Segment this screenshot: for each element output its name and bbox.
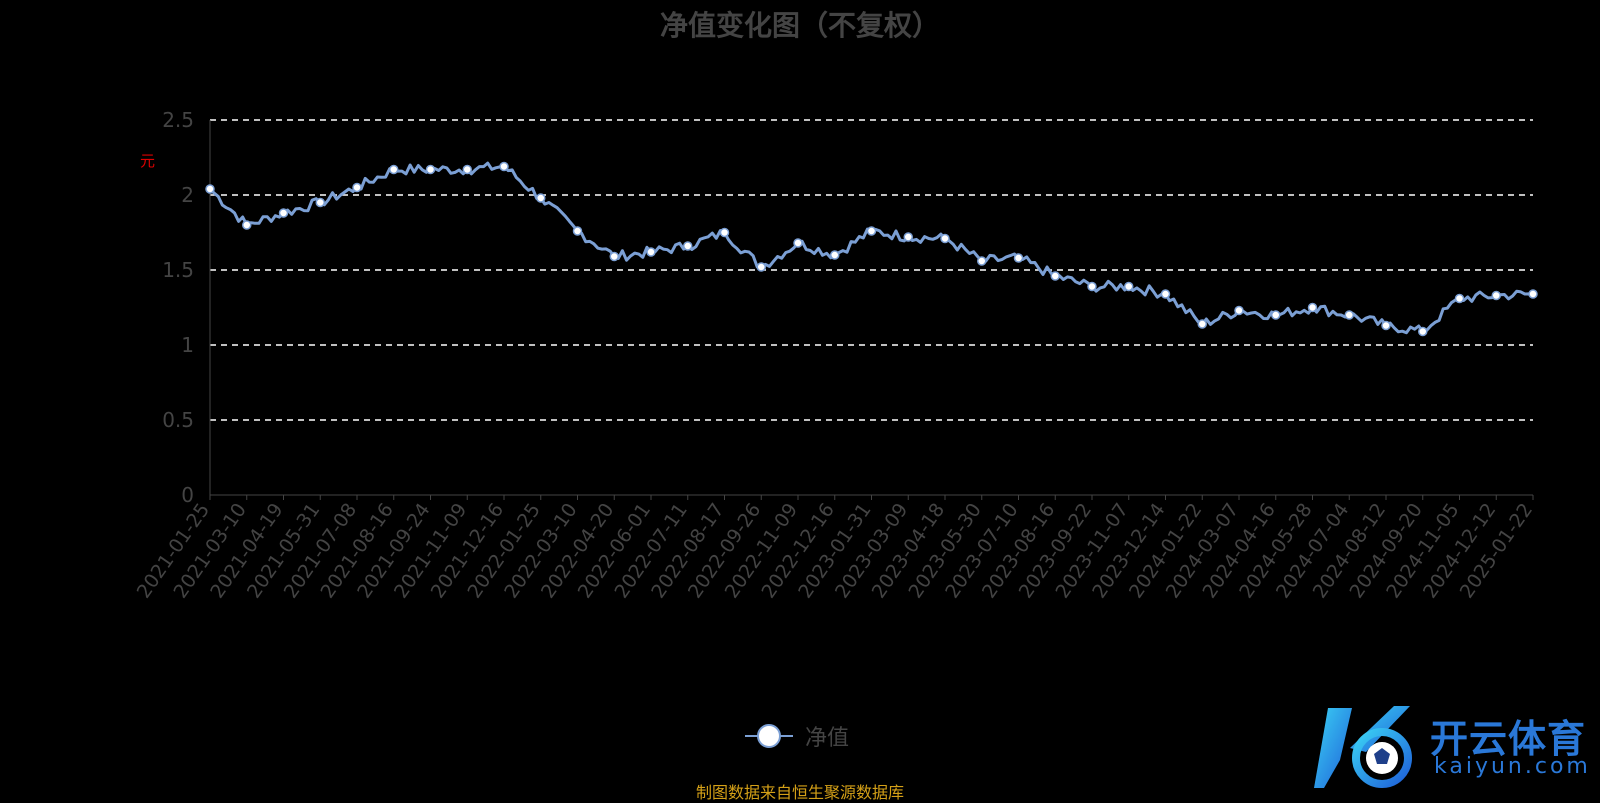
data-point bbox=[1491, 290, 1501, 301]
data-point bbox=[1454, 293, 1465, 304]
legend-marker bbox=[745, 724, 793, 748]
legend-label: 净值 bbox=[805, 726, 850, 751]
y-tick-label: 0.5 bbox=[162, 408, 194, 432]
data-point bbox=[572, 226, 583, 236]
data-point bbox=[1234, 305, 1244, 316]
data-point bbox=[977, 256, 987, 266]
data-point bbox=[1087, 281, 1097, 292]
data-point bbox=[719, 227, 730, 238]
watermark-logo: 开云体育 kaiyun.com bbox=[1310, 700, 1595, 790]
data-point bbox=[462, 164, 472, 175]
data-point bbox=[536, 193, 546, 203]
data-point bbox=[1197, 319, 1207, 329]
data-point bbox=[278, 208, 289, 218]
data-point bbox=[242, 220, 252, 230]
series-line-nav bbox=[208, 161, 1534, 335]
data-point bbox=[793, 238, 803, 248]
y-tick-label: 2 bbox=[181, 183, 194, 207]
legend[interactable]: 净值 bbox=[745, 720, 849, 752]
y-tick-label: 1.5 bbox=[162, 258, 194, 282]
data-point bbox=[1344, 310, 1354, 320]
watermark-cn: 开云体育 bbox=[1430, 717, 1587, 761]
data-point bbox=[499, 161, 509, 172]
y-tick-label: 2.5 bbox=[162, 108, 194, 132]
data-point bbox=[1160, 289, 1171, 299]
data-point bbox=[1124, 281, 1134, 292]
data-point bbox=[646, 247, 656, 257]
data-point bbox=[683, 241, 693, 251]
watermark-en: kaiyun.com bbox=[1434, 754, 1591, 779]
series-layer bbox=[205, 161, 1538, 337]
data-point bbox=[315, 197, 325, 208]
data-point bbox=[205, 184, 215, 194]
data-point bbox=[756, 262, 766, 272]
data-point bbox=[1528, 289, 1538, 299]
data-point bbox=[352, 182, 362, 193]
data-point bbox=[866, 226, 877, 236]
data-point bbox=[1418, 326, 1428, 337]
chart-title: 净值变化图（不复权） bbox=[659, 9, 940, 42]
axis-layer: 00.511.522.52021-01-252021-03-102021-04-… bbox=[133, 108, 1537, 602]
y-tick-label: 1 bbox=[181, 333, 194, 357]
data-point bbox=[903, 232, 913, 242]
y-axis-unit: 元 bbox=[140, 152, 156, 170]
data-point bbox=[940, 233, 950, 244]
data-point bbox=[1013, 253, 1024, 263]
data-point bbox=[389, 164, 399, 175]
data-point bbox=[1381, 320, 1391, 331]
data-point bbox=[1307, 302, 1318, 313]
data-point bbox=[830, 250, 840, 260]
grid-layer bbox=[210, 119, 1533, 421]
kaiyun-logo-icon bbox=[1314, 706, 1412, 788]
y-tick-label: 0 bbox=[181, 483, 194, 507]
data-point bbox=[609, 251, 619, 262]
data-point bbox=[1050, 271, 1060, 281]
data-point bbox=[425, 164, 436, 175]
data-point bbox=[1271, 310, 1281, 320]
source-note: 制图数据来自恒生聚源数据库 bbox=[695, 783, 904, 802]
